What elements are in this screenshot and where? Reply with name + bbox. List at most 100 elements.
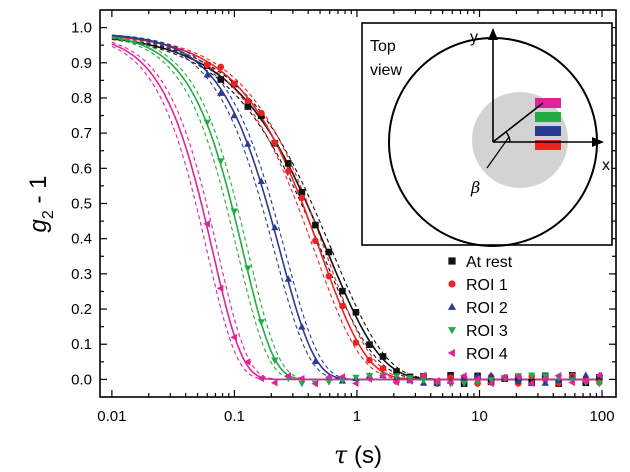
point-roi-3-2	[230, 208, 238, 216]
x-tick-labels: 0.01 0.1 1 10 100	[97, 408, 614, 425]
roi-1-box	[535, 98, 561, 108]
y-tick-label: 0.9	[71, 55, 92, 72]
point-roi-2-28	[582, 371, 590, 378]
point-roi-1-7	[298, 194, 306, 202]
roi-4-box	[535, 140, 561, 150]
point-at-rest-10	[339, 287, 346, 295]
point-roi-1-4	[258, 109, 265, 117]
point-roi-4-4	[257, 374, 264, 383]
point-at-rest-14	[393, 368, 400, 375]
point-roi-4-19	[460, 372, 467, 380]
inset-top-view: Top view x y β	[361, 22, 613, 247]
y-tick-label: 0.2	[71, 301, 92, 318]
axis-ticks	[100, 10, 616, 397]
point-roi-2-5	[271, 223, 279, 231]
point-roi-4-24	[527, 379, 535, 388]
point-roi-4-7	[297, 374, 305, 383]
y-axis-title-sub: 2	[40, 210, 57, 219]
point-at-rest-13	[379, 353, 387, 360]
x-tick-label: 100	[590, 408, 615, 425]
y-tick-label: 0.7	[71, 125, 92, 142]
inset-x-label: x	[602, 157, 610, 174]
point-roi-2-8	[311, 357, 319, 364]
y-axis-title-main: g	[25, 218, 52, 232]
data-points	[203, 61, 603, 388]
point-roi-4-12	[365, 375, 373, 383]
y-tick-label: 1.0	[71, 20, 92, 37]
point-roi-4-29	[595, 371, 602, 379]
x-axis-title-unit: (s)	[347, 442, 382, 469]
point-roi-3-14	[392, 373, 401, 380]
fit-lower-roi-4	[111, 45, 602, 380]
inset-title-line1: Top	[370, 38, 396, 55]
point-roi-3-9	[325, 379, 333, 386]
point-roi-2-1	[217, 89, 225, 96]
legend-marker-roi-3	[448, 327, 456, 335]
y-axis-title-rest: - 1	[25, 176, 52, 211]
point-roi-1-13	[379, 365, 387, 372]
point-roi-1-8	[312, 237, 319, 245]
y-tick-label: 0.0	[71, 371, 92, 388]
point-roi-4-1	[216, 284, 224, 292]
x-tick-label: 0.1	[224, 408, 245, 425]
point-roi-2-25	[541, 379, 549, 386]
point-at-rest-3	[244, 103, 252, 110]
y-tick-label: 0.1	[71, 336, 92, 353]
inset-angle-label: β	[470, 178, 480, 197]
x-axis-title-symbol: τ	[334, 441, 348, 469]
y-tick-label: 0.3	[71, 266, 92, 283]
roi-3-box	[535, 126, 561, 136]
inset-radius-line	[492, 102, 544, 143]
point-roi-2-2	[230, 111, 238, 119]
point-roi-4-5	[270, 379, 278, 387]
legend-label-at-rest: At rest	[466, 254, 513, 271]
y-tick-label: 0.8	[71, 90, 92, 107]
point-roi-3-0	[203, 119, 211, 127]
point-roi-3-4	[257, 319, 265, 326]
point-at-rest-8	[312, 221, 319, 229]
point-roi-1-12	[366, 356, 373, 364]
point-roi-1-10	[339, 302, 346, 310]
point-roi-4-22	[500, 373, 508, 381]
point-roi-2-21	[487, 371, 495, 379]
point-roi-4-3	[243, 358, 251, 366]
legend-marker-roi-2	[448, 302, 456, 310]
point-roi-1-2	[231, 80, 238, 87]
point-at-rest-1	[217, 76, 225, 83]
point-roi-1-3	[244, 97, 252, 105]
point-roi-4-27	[568, 378, 575, 387]
roi-2-box	[535, 112, 561, 122]
legend-label-roi-1: ROI 1	[466, 277, 508, 294]
point-at-rest-7	[298, 189, 306, 196]
point-at-rest-11	[352, 309, 360, 316]
point-roi-3-21	[487, 377, 495, 384]
inset-y-arrowhead	[488, 28, 498, 40]
point-roi-2-0	[203, 70, 211, 78]
point-roi-2-7	[298, 323, 306, 330]
point-roi-2-3	[244, 140, 252, 147]
legend-marker-roi-4	[447, 349, 455, 357]
point-roi-4-13	[379, 371, 386, 380]
point-roi-3-15	[406, 375, 414, 382]
point-roi-1-6	[285, 167, 292, 175]
point-roi-1-1	[217, 63, 225, 71]
point-roi-1-0	[203, 61, 211, 69]
point-roi-3-29	[595, 380, 603, 388]
point-roi-4-14	[392, 378, 400, 386]
legend-label-roi-2: ROI 2	[466, 300, 508, 317]
y-axis-title: g2 - 1	[25, 176, 57, 233]
inset-angle-leader	[486, 136, 510, 169]
inset-x-arrowhead	[592, 137, 604, 147]
point-roi-3-3	[244, 265, 252, 273]
point-roi-4-8	[311, 380, 318, 388]
legend-label-roi-3: ROI 3	[466, 323, 508, 340]
legend-marker-at-rest	[448, 257, 456, 265]
point-roi-4-20	[473, 375, 481, 383]
legend-markers	[447, 257, 456, 357]
legend-marker-roi-1	[448, 280, 456, 288]
point-roi-4-10	[338, 373, 346, 381]
x-axis-title: τ (s)	[334, 441, 382, 469]
point-roi-4-26	[554, 372, 562, 380]
point-roi-4-6	[284, 372, 291, 380]
